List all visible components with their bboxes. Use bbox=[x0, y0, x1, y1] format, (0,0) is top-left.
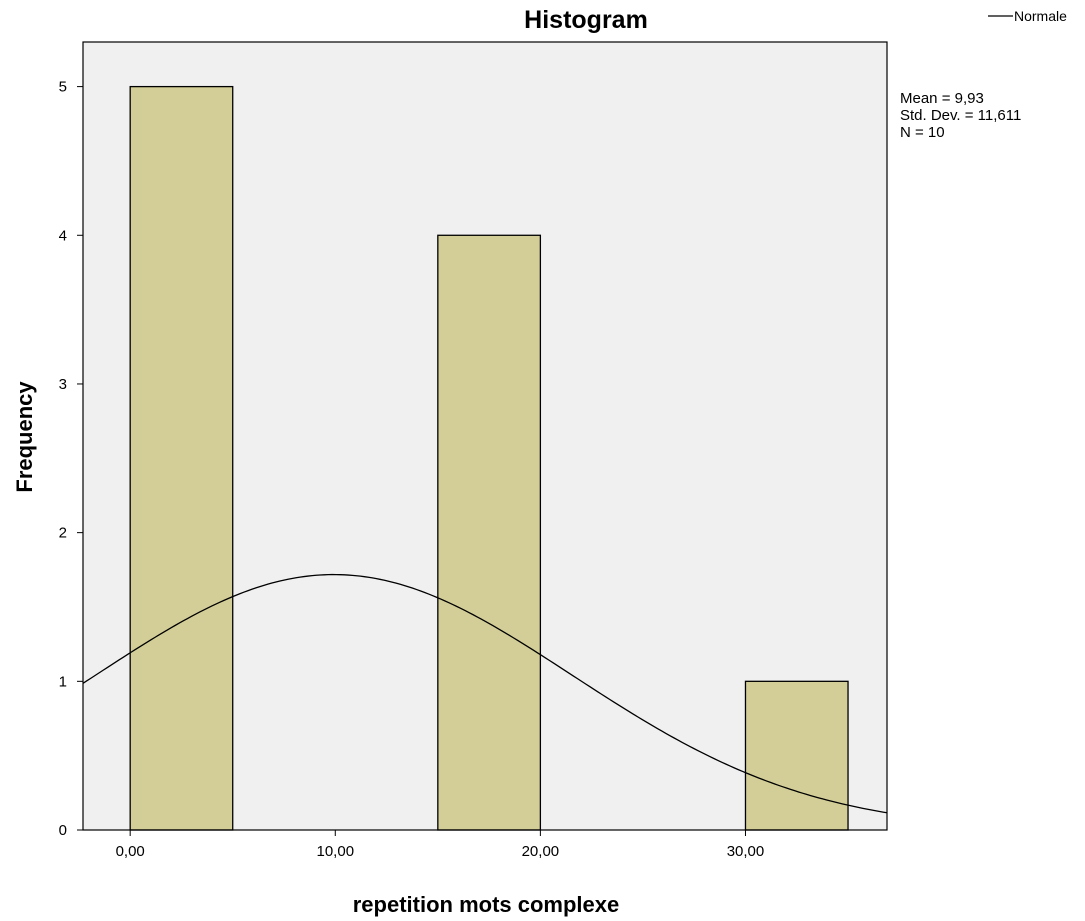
y-axis-title: Frequency bbox=[12, 381, 37, 493]
x-tick-label: 30,00 bbox=[727, 843, 765, 860]
y-tick-label: 4 bbox=[59, 227, 67, 244]
histogram-bar-0 bbox=[129, 85, 234, 831]
y-tick-label: 0 bbox=[59, 822, 67, 839]
x-tick-label: 10,00 bbox=[317, 843, 355, 860]
x-axis-title: repetition mots complexe bbox=[353, 892, 620, 917]
histogram-bar-1 bbox=[437, 234, 542, 831]
stat-n: N = 10 bbox=[900, 124, 945, 141]
histogram-bar-2 bbox=[744, 680, 849, 831]
x-tick-label: 0,00 bbox=[116, 843, 145, 860]
stat-std-dev: Std. Dev. = 11,611 bbox=[900, 107, 1021, 124]
y-tick-label: 3 bbox=[59, 376, 67, 393]
stat-mean: Mean = 9,93 bbox=[900, 90, 984, 107]
y-axis: 0 1 2 3 4 5 bbox=[59, 79, 83, 839]
legend-label-normale: Normale bbox=[1014, 8, 1067, 24]
stats-box: Mean = 9,93 Std. Dev. = 11,611 N = 10 bbox=[900, 90, 1021, 141]
x-tick-label: 20,00 bbox=[522, 843, 560, 860]
legend: Normale bbox=[988, 8, 1067, 24]
normal-curve bbox=[82, 573, 888, 814]
y-tick-label: 1 bbox=[59, 673, 67, 690]
y-tick-label: 5 bbox=[59, 79, 67, 96]
x-axis: 0,00 10,00 20,00 30,00 bbox=[116, 830, 765, 860]
y-tick-label: 2 bbox=[59, 525, 67, 542]
plot-border bbox=[82, 41, 888, 831]
chart-title: Histogram bbox=[524, 6, 648, 34]
